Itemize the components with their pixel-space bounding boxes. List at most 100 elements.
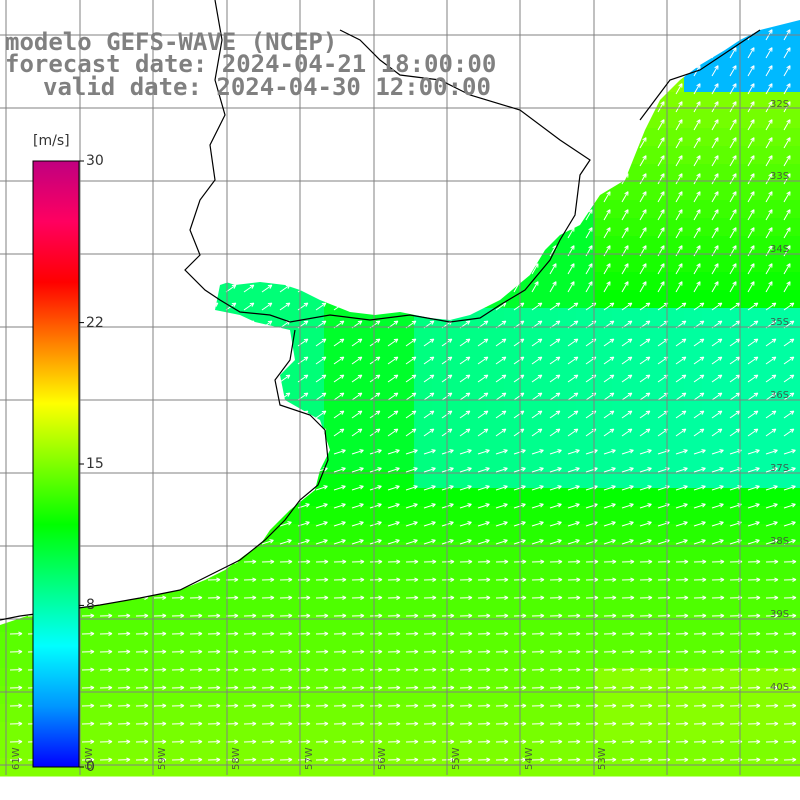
wind-arrow — [189, 613, 203, 618]
wind-arrow — [747, 137, 755, 149]
wind-cell — [468, 452, 487, 471]
wind-cell — [288, 326, 307, 345]
wind-arrow — [567, 281, 575, 293]
wind-cell — [486, 362, 505, 381]
wind-cell — [720, 704, 739, 723]
wind-cell — [792, 38, 800, 57]
wind-arrow — [783, 539, 796, 545]
wind-cell — [342, 560, 361, 579]
wind-cell — [612, 650, 631, 669]
wind-arrow — [351, 392, 363, 401]
wind-arrow — [711, 263, 719, 275]
wind-cell — [666, 308, 685, 327]
wind-arrow — [711, 137, 719, 149]
wind-cell — [756, 362, 775, 381]
wind-arrow — [387, 356, 399, 365]
wind-cell — [540, 416, 559, 435]
wind-arrow — [621, 410, 633, 419]
wind-arrow — [729, 191, 737, 203]
wind-cell — [378, 434, 397, 453]
wind-cell — [432, 596, 451, 615]
wind-cell — [702, 722, 721, 741]
wind-cell — [576, 632, 595, 651]
wind-arrow — [387, 577, 401, 582]
wind-arrow — [747, 503, 760, 509]
wind-cell — [774, 722, 793, 741]
wind-arrow — [567, 356, 579, 365]
wind-arrow — [549, 631, 563, 636]
wind-cell — [342, 506, 361, 525]
wind-arrow — [549, 374, 561, 383]
wind-arrow — [423, 338, 435, 347]
colorbar-gradient — [32, 160, 80, 768]
wind-cell — [324, 380, 343, 399]
wind-cell — [450, 416, 469, 435]
wind-arrow — [531, 685, 545, 690]
colorbar — [32, 160, 84, 768]
wind-arrow — [639, 649, 653, 654]
wind-cell — [432, 344, 451, 363]
wind-cell — [486, 722, 505, 741]
wind-cell — [576, 416, 595, 435]
wind-cell — [540, 542, 559, 561]
wind-cell — [558, 488, 577, 507]
wind-cell — [576, 326, 595, 345]
wind-arrow — [135, 613, 149, 618]
wind-cell — [702, 308, 721, 327]
wind-cell — [504, 596, 523, 615]
wind-cell — [126, 704, 145, 723]
wind-cell — [738, 398, 757, 417]
wind-arrow — [333, 649, 347, 654]
wind-cell — [522, 488, 541, 507]
wind-arrow — [783, 173, 791, 185]
wind-arrow — [693, 485, 706, 491]
wind-cell — [414, 488, 433, 507]
wind-cell — [774, 452, 793, 471]
wind-arrow — [459, 613, 473, 618]
wind-arrow — [657, 173, 665, 185]
wind-cell — [792, 236, 800, 255]
wind-cell — [666, 434, 685, 453]
wind-cell — [450, 452, 469, 471]
wind-arrow — [423, 685, 437, 690]
wind-cell — [648, 704, 667, 723]
wind-cell — [270, 650, 289, 669]
wind-cell — [612, 452, 631, 471]
wind-arrow — [675, 595, 689, 600]
wind-cell — [666, 596, 685, 615]
wind-cell — [558, 560, 577, 579]
wind-cell — [432, 416, 451, 435]
wind-cell — [450, 578, 469, 597]
wind-cell — [684, 722, 703, 741]
wind-arrow — [441, 521, 454, 527]
wind-cell — [486, 596, 505, 615]
wind-arrow — [567, 649, 581, 654]
wind-cell — [792, 614, 800, 633]
wind-arrow — [153, 649, 167, 654]
wind-arrow — [621, 595, 635, 600]
wind-arrow — [603, 410, 615, 419]
wind-arrow — [531, 338, 543, 347]
wind-cell — [774, 542, 793, 561]
wind-cell — [342, 704, 361, 723]
wind-cell — [756, 326, 775, 345]
wind-arrow — [675, 449, 688, 455]
wind-cell — [792, 110, 800, 129]
wind-arrow — [351, 685, 365, 690]
wind-cell — [648, 380, 667, 399]
wind-cell — [198, 686, 217, 705]
wind-cell — [558, 722, 577, 741]
wind-cell — [378, 722, 397, 741]
wind-arrow — [549, 485, 562, 491]
wind-cell — [288, 758, 307, 777]
wind-arrow — [369, 374, 381, 383]
wind-arrow — [639, 227, 647, 239]
wind-arrow — [711, 595, 725, 600]
wind-cell — [540, 722, 559, 741]
wind-cell — [684, 506, 703, 525]
wind-arrow — [639, 449, 652, 455]
wind-arrow — [675, 155, 683, 167]
wind-cell — [108, 632, 127, 651]
latitude-label: 33S — [770, 171, 790, 182]
wind-arrow — [423, 577, 437, 582]
